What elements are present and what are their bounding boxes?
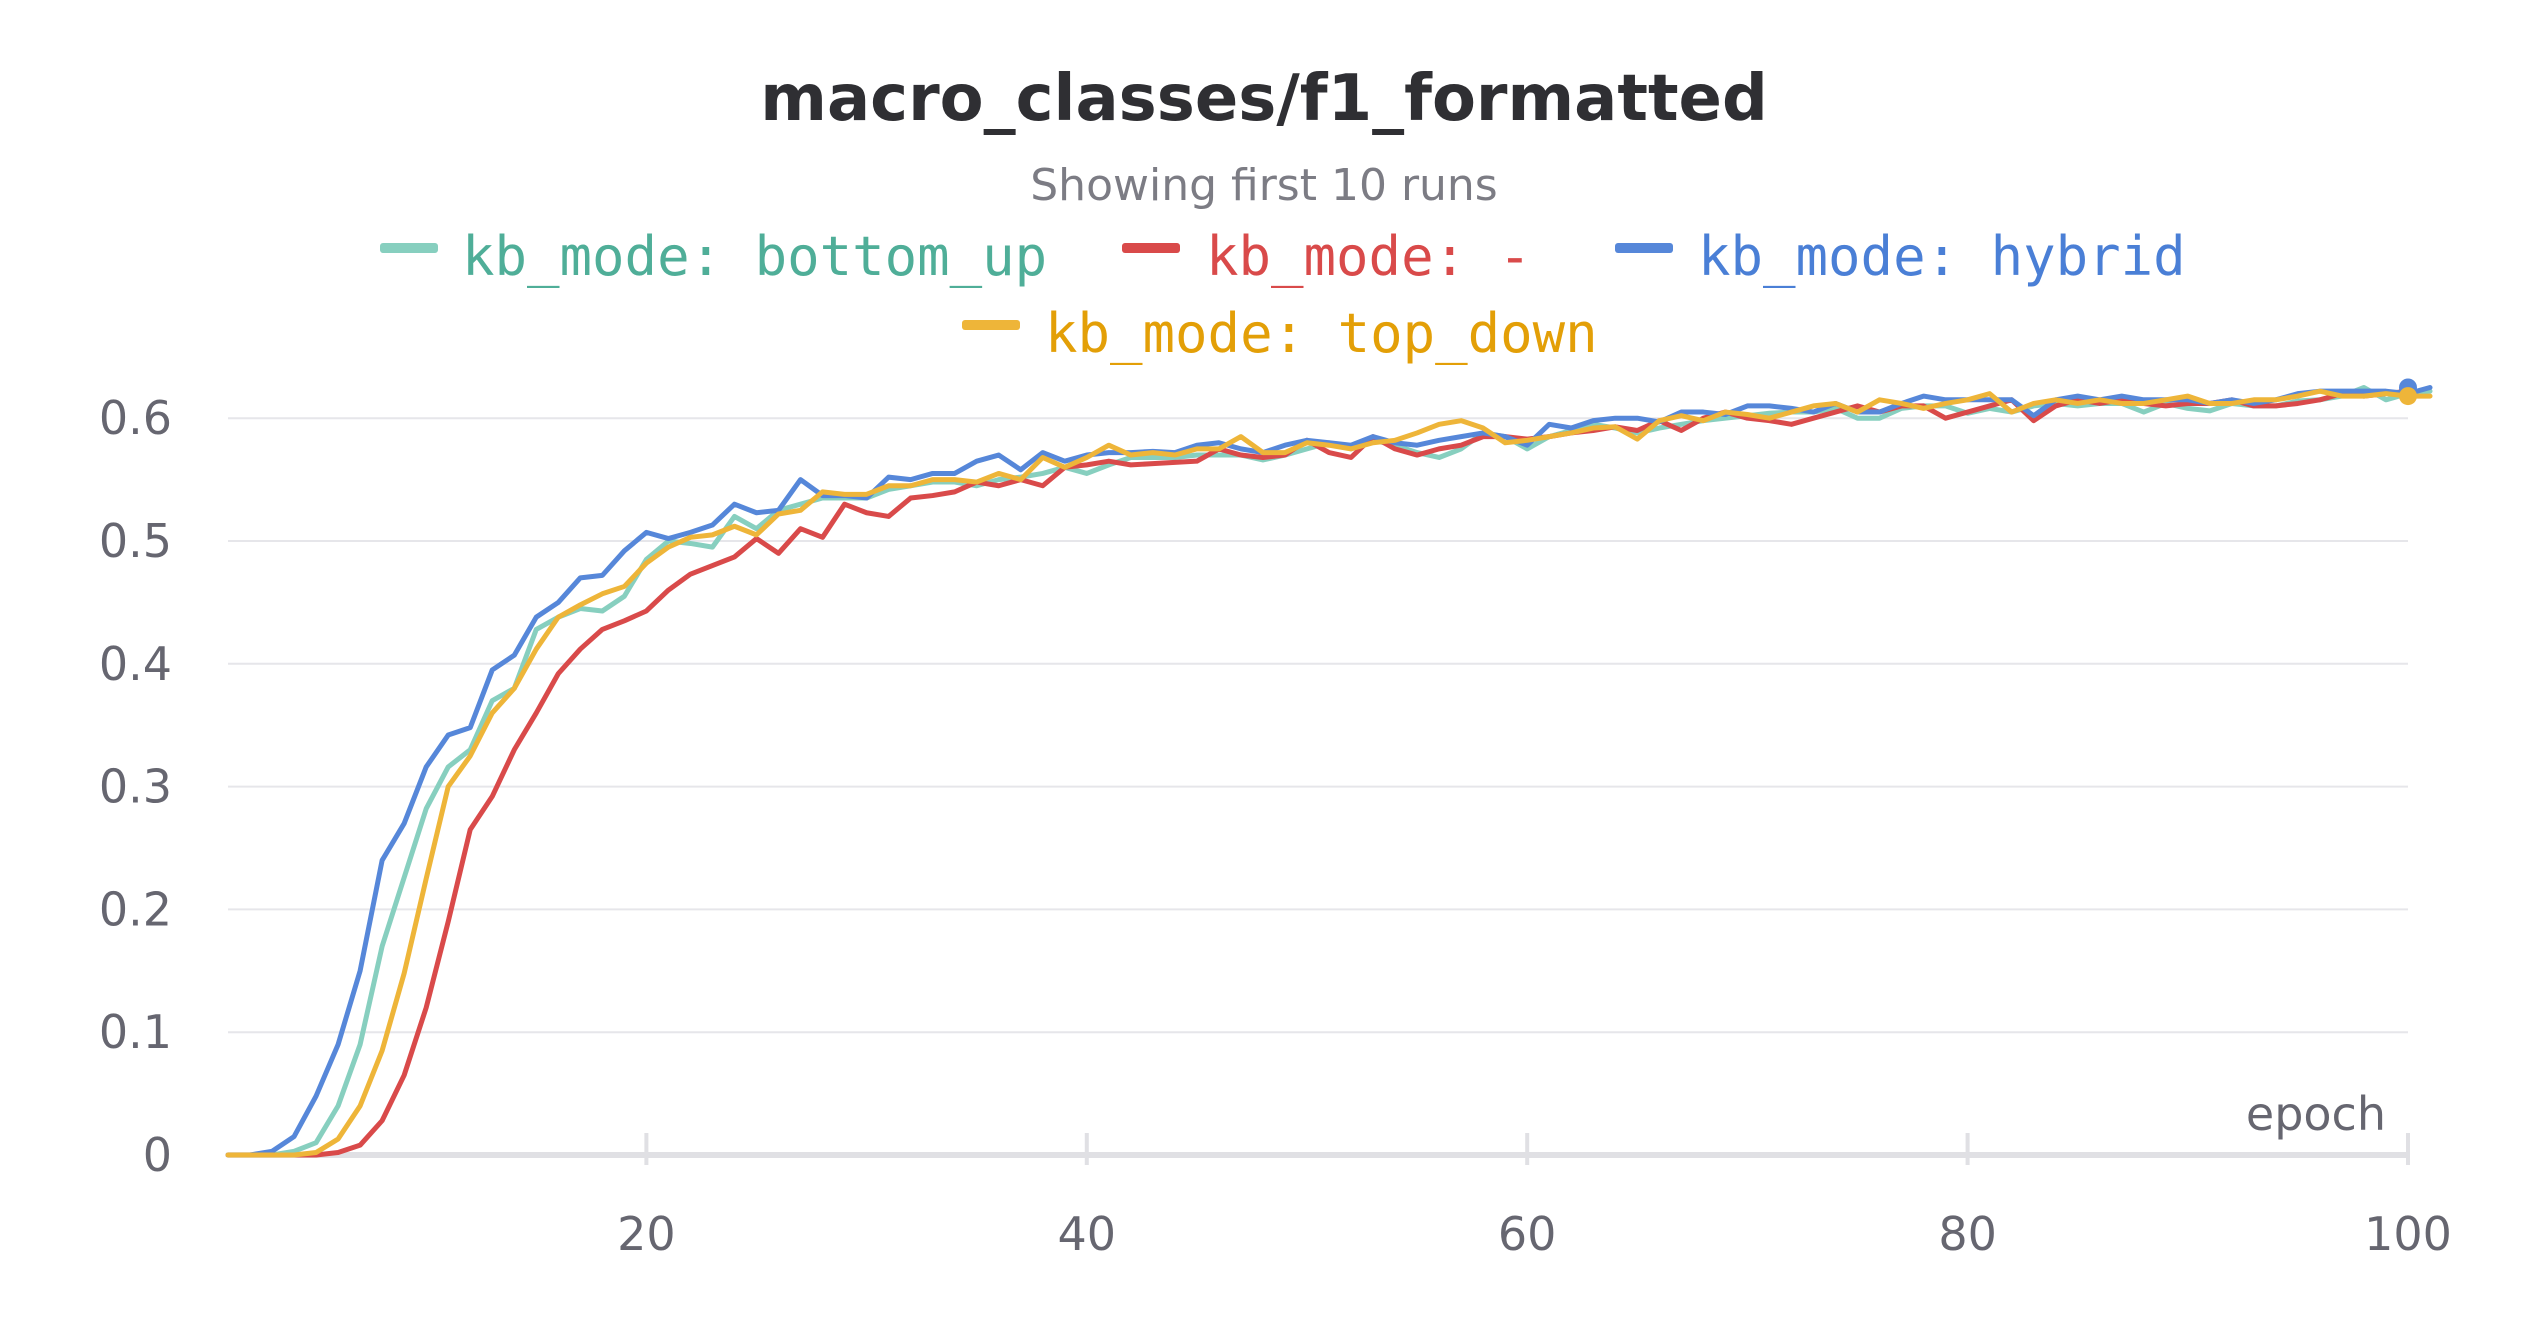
legend-swatch-3 <box>962 320 1020 330</box>
grid <box>228 417 2408 1034</box>
chart-title: macro_classes/f1_formatted <box>760 62 1768 136</box>
y-tick-label-1: 0.1 <box>99 1005 172 1059</box>
series-lines <box>225 378 2433 1158</box>
series-end-point-3 <box>2399 387 2417 406</box>
y-tick-label-2: 0.2 <box>99 882 172 936</box>
legend-swatch-0 <box>380 243 438 253</box>
legend-label-0: kb_mode: bottom_up <box>462 225 1047 288</box>
x-tick-label-4: 100 <box>2364 1207 2452 1261</box>
y-tick-label-6: 0.6 <box>99 391 172 445</box>
y-tick-label-0: 0 <box>143 1128 172 1182</box>
legend-item-1[interactable]: kb_mode: - <box>1122 225 1531 288</box>
series-line-2 <box>225 385 2433 1158</box>
legend-label-3: kb_mode: top_down <box>1045 302 1598 365</box>
axes <box>228 1133 2410 1165</box>
legend-swatch-2 <box>1615 243 1673 253</box>
x-tick-label-0: 20 <box>617 1207 676 1261</box>
tick-labels: 0 0.1 0.2 0.3 0.4 0.5 0.6 20 40 60 80 100 <box>99 391 2452 1261</box>
legend-label-1: kb_mode: - <box>1206 225 1531 288</box>
series-line-3 <box>225 388 2433 1158</box>
legend-swatch-1 <box>1122 243 1180 253</box>
legend: kb_mode: bottom_up kb_mode: - kb_mode: hyb… <box>380 225 2186 365</box>
x-tick-label-2: 60 <box>1498 1207 1557 1261</box>
x-tick-label-1: 40 <box>1058 1207 1117 1261</box>
chart-subtitle: Showing first 10 runs <box>1030 160 1498 211</box>
legend-item-3[interactable]: kb_mode: top_down <box>962 302 1598 365</box>
x-axis-label: epoch <box>2246 1087 2386 1141</box>
y-tick-label-3: 0.3 <box>99 760 172 814</box>
legend-label-2: kb_mode: hybrid <box>1698 225 2186 288</box>
x-tick-label-3: 80 <box>1938 1207 1997 1261</box>
y-tick-label-4: 0.4 <box>99 637 172 691</box>
legend-item-0[interactable]: kb_mode: bottom_up <box>380 225 1047 288</box>
y-tick-label-5: 0.5 <box>99 514 172 568</box>
legend-item-2[interactable]: kb_mode: hybrid <box>1615 225 2186 288</box>
series-line-0 <box>225 385 2433 1158</box>
series-line-1 <box>225 388 2411 1158</box>
